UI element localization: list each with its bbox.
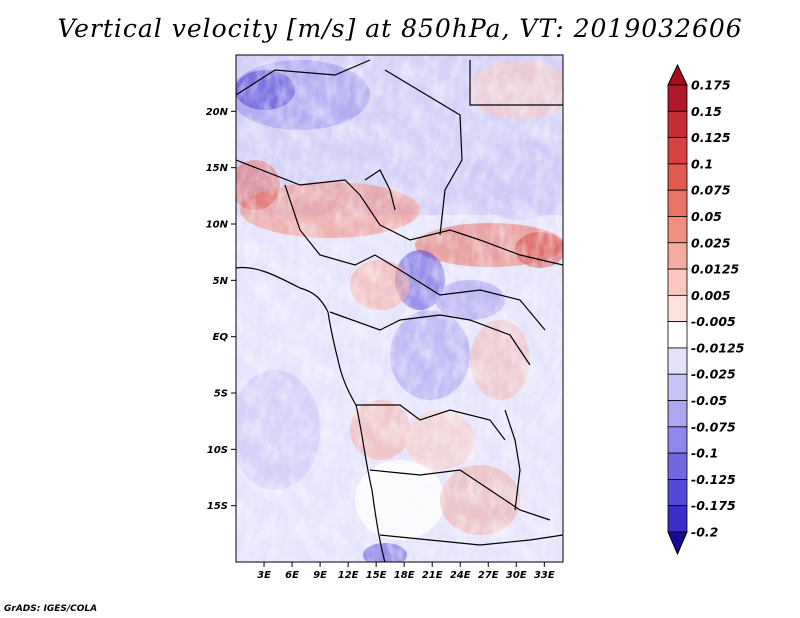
colorbar-top-arrow [667, 63, 688, 86]
colorbar-label: -0.075 [691, 419, 736, 434]
colorbar-label: 0.075 [691, 183, 731, 198]
colorbar-bin [667, 373, 688, 401]
colorbar-label: 0.05 [691, 209, 722, 224]
colorbar-label: -0.05 [691, 393, 727, 408]
colorbar-bin [667, 242, 688, 270]
lat-tick-label: 20N [206, 107, 229, 118]
colorbar-label: -0.005 [691, 314, 736, 329]
lat-tick-label: 10N [206, 220, 229, 231]
colorbar-bin [667, 163, 688, 191]
colorbar-bin [667, 426, 688, 454]
lon-tick-label: 30E [506, 570, 527, 581]
colorbar-label: -0.175 [691, 498, 736, 513]
lon-tick-label: 3E [257, 570, 271, 581]
lon-tick-label: 33E [534, 570, 555, 581]
colorbar-label: -0.2 [691, 525, 718, 540]
colorbar-label: 0.1 [691, 156, 713, 171]
colorbar-label: -0.0125 [691, 340, 745, 355]
colorbar-bin [667, 505, 688, 533]
lat-tick-label: 10S [207, 445, 228, 456]
colorbar-label: -0.1 [691, 446, 718, 461]
colorbar-bin [667, 347, 688, 375]
lat-tick-label: 5S [214, 389, 228, 400]
map-frame [235, 54, 564, 563]
lon-tick-label: 21E [422, 570, 443, 581]
lon-tick-label: 15E [366, 570, 387, 581]
colorbar: 0.175 0.15 0.125 0.1 0.075 0.05 0.025 0.0125 0.0… [667, 63, 745, 556]
colorbar-bin [667, 110, 688, 138]
colorbar-bin [667, 216, 688, 244]
plot-title: Vertical velocity [m/s] at 850hPa, VT: 2… [57, 14, 743, 43]
credit-text: GrADS: IGES/COLA [4, 604, 98, 614]
lat-tick-label: 15N [206, 163, 229, 174]
colorbar-label: 0.0125 [691, 262, 740, 277]
axis-ticks: 20N 15N 10N 5N EQ 5S 10S 15S 3E 6E 9E 12E 15E 18E 21E 2… [206, 107, 555, 581]
colorbar-label: 0.15 [691, 104, 722, 119]
lat-tick-label: 15S [207, 501, 228, 512]
colorbar-label: -0.025 [691, 367, 736, 382]
colorbar-label: 0.175 [691, 78, 731, 93]
colorbar-bin [667, 294, 688, 323]
lat-tick-label: 5N [213, 276, 229, 287]
colorbar-bin [667, 137, 688, 165]
colorbar-bin [667, 268, 688, 296]
colorbar-bin [667, 189, 688, 217]
colorbar-bin [667, 479, 688, 507]
colorbar-bin [667, 84, 688, 112]
colorbar-bin [667, 400, 688, 428]
country-borders [236, 59, 563, 562]
colorbar-bottom-arrow [667, 531, 688, 556]
lon-tick-label: 9E [313, 570, 327, 581]
colorbar-label: 0.025 [691, 235, 731, 250]
colorbar-bin [667, 452, 688, 480]
lon-tick-label: 18E [394, 570, 415, 581]
colorbar-label: 0.125 [691, 130, 731, 145]
lon-tick-label: 6E [285, 570, 299, 581]
velocity-field [236, 55, 563, 562]
lon-tick-label: 27E [478, 570, 499, 581]
lat-tick-label: EQ [213, 332, 229, 343]
lon-tick-label: 12E [338, 570, 359, 581]
colorbar-label: -0.125 [691, 472, 736, 487]
colorbar-label: 0.005 [691, 288, 731, 303]
colorbar-bin [667, 321, 688, 349]
lon-tick-label: 24E [450, 570, 471, 581]
